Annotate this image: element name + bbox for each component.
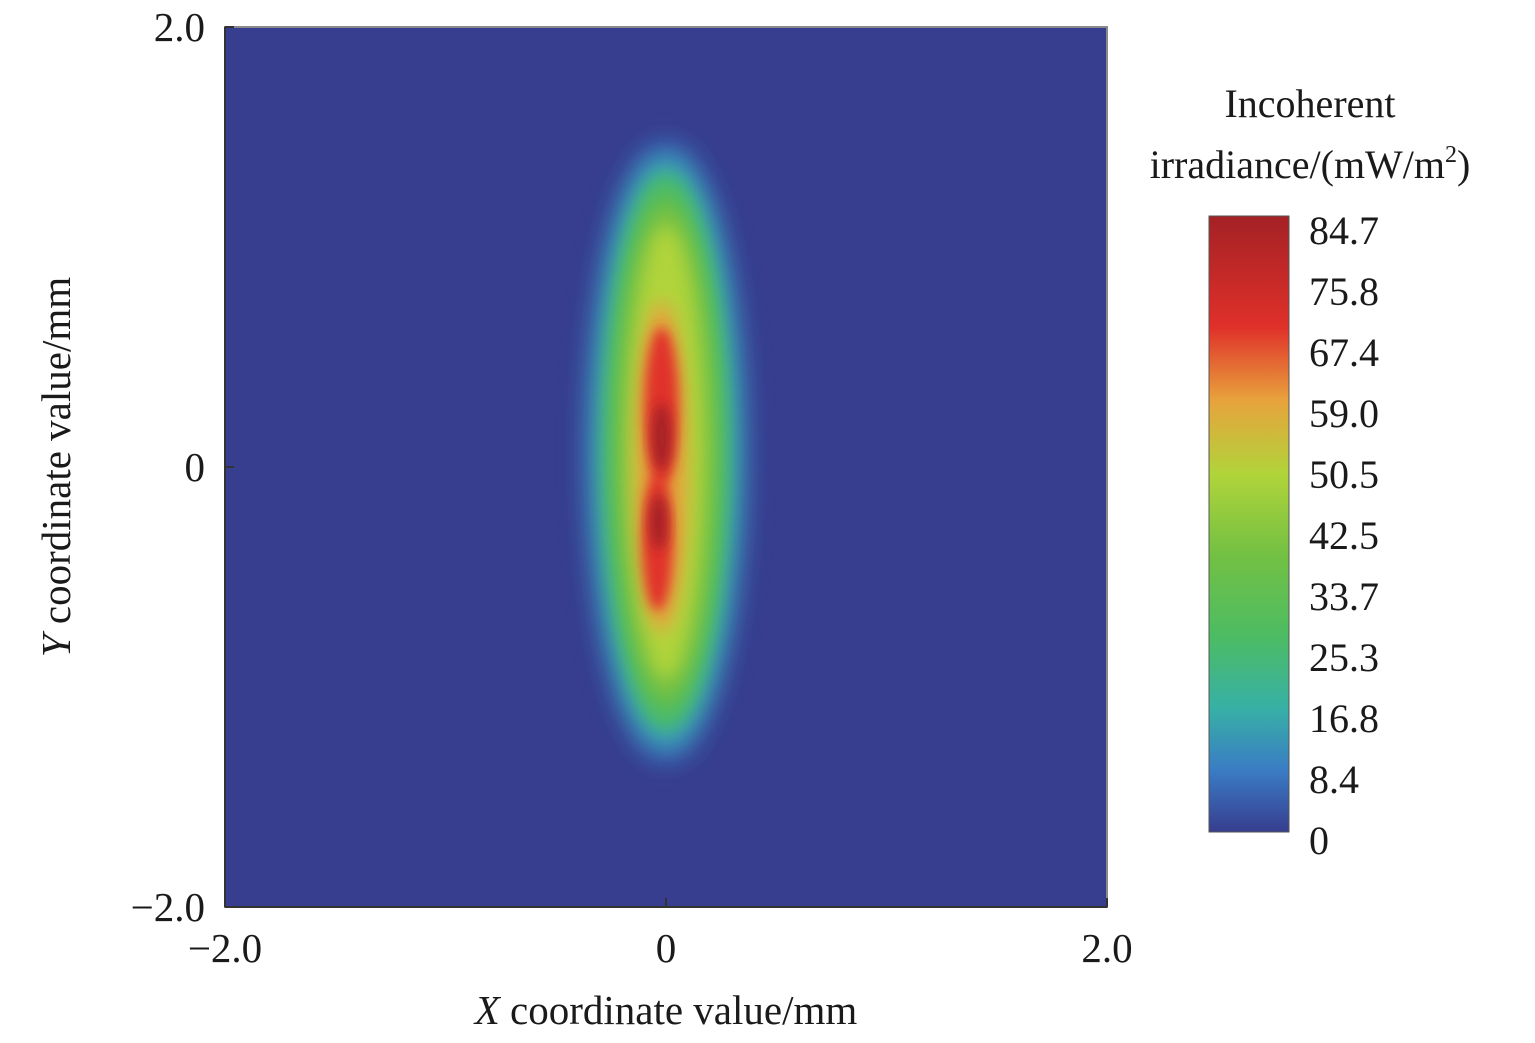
y-tick-label: 0: [185, 444, 206, 490]
colorbar: Incoherent irradiance/(mW/m2) 84.7 75.8 67…: [1150, 81, 1471, 863]
colorbar-tick-label: 50.5: [1309, 452, 1379, 497]
x-tick-label: −2.0: [188, 925, 262, 971]
y-tick-label: 2.0: [154, 4, 205, 50]
colorbar-tick-label: 33.7: [1309, 574, 1379, 619]
colorbar-tick-label: 25.3: [1309, 635, 1379, 680]
colorbar-title-line2: irradiance/(mW/m2): [1150, 142, 1471, 187]
x-axis-title: X coordinate value/mm: [473, 987, 858, 1033]
colorbar-tick-label: 42.5: [1309, 513, 1379, 558]
y-tick-label: −2.0: [131, 884, 205, 930]
colorbar-gradient: [1208, 215, 1290, 833]
spot-peak-lower: [649, 494, 668, 550]
colorbar-tick-label: 59.0: [1309, 391, 1379, 436]
colorbar-title-line1: Incoherent: [1224, 81, 1395, 126]
spot-peak-upper: [651, 403, 672, 471]
colorbar-tick-label: 84.7: [1309, 208, 1379, 253]
x-tick-label: 2.0: [1081, 925, 1132, 971]
x-tick-label: 0: [656, 925, 677, 971]
colorbar-tick-label: 0: [1309, 818, 1329, 863]
y-axis: −2.0 0 2.0: [131, 4, 234, 930]
irradiance-spot: [588, 144, 744, 760]
x-axis: −2.0 0 2.0: [188, 898, 1133, 971]
colorbar-tick-label: 16.8: [1309, 696, 1379, 741]
colorbar-title-superscript: 2: [1445, 142, 1457, 168]
plot-area: [224, 26, 1108, 908]
y-axis-title: Y coordinate value/mm: [33, 277, 79, 657]
colorbar-tick-label: 75.8: [1309, 269, 1379, 314]
colorbar-tick-label: 8.4: [1309, 757, 1359, 802]
colorbar-tick-labels: 84.7 75.8 67.4 59.0 50.5 42.5 33.7 25.3 16.8 8.4 0: [1309, 208, 1379, 863]
colorbar-tick-label: 67.4: [1309, 330, 1379, 375]
